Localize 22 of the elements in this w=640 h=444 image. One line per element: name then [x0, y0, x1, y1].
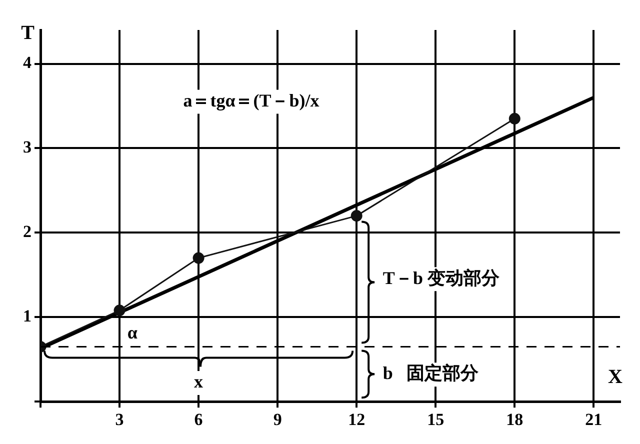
- point: [350, 210, 362, 222]
- point: [114, 304, 126, 316]
- x-tick-label: 3: [115, 410, 124, 430]
- annotation: a＝tgα＝(T－b)/x: [183, 90, 320, 110]
- y-tick-label: 3: [23, 138, 32, 157]
- annotation: T－b 变动部分: [382, 268, 500, 288]
- x-tick-label: 15: [427, 410, 444, 430]
- y-axis-title: T: [21, 22, 36, 44]
- x-tick-label: 6: [194, 410, 203, 430]
- x-axis-title: X: [608, 366, 623, 388]
- y-tick-label: 4: [23, 53, 32, 72]
- x-tick-label: 9: [273, 410, 282, 430]
- x-tick-label: 12: [348, 410, 366, 430]
- annotation: b 固定部分: [382, 363, 480, 384]
- annotation: α: [127, 322, 138, 343]
- annotation: x: [194, 372, 204, 392]
- point: [508, 112, 520, 124]
- y-tick-label: 1: [23, 306, 32, 326]
- x-tick-label: 21: [585, 410, 602, 430]
- y-tick-label: 2: [23, 222, 32, 242]
- x-tick-label: 18: [506, 410, 524, 430]
- point: [192, 252, 204, 264]
